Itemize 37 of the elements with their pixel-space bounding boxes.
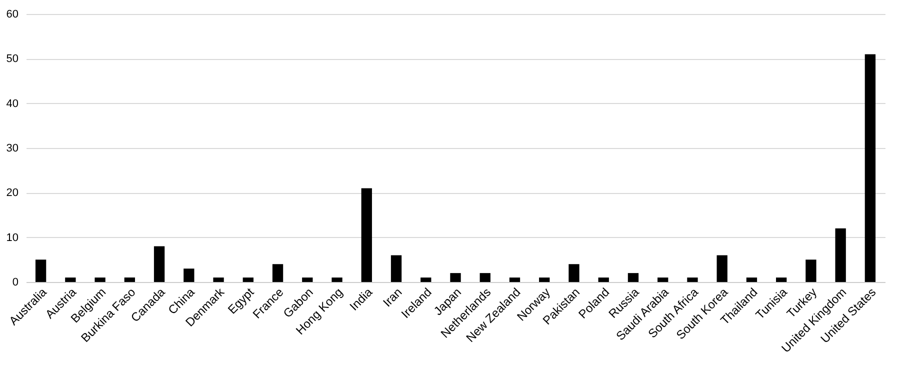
bar bbox=[184, 268, 194, 282]
bar bbox=[568, 264, 580, 282]
bar bbox=[302, 278, 313, 282]
bar bbox=[864, 54, 876, 282]
bar bbox=[806, 260, 816, 282]
bar bbox=[154, 246, 165, 282]
y-tick-label: 10 bbox=[6, 232, 18, 244]
bar bbox=[598, 278, 609, 282]
bar bbox=[746, 278, 758, 282]
bar bbox=[213, 278, 224, 282]
bar bbox=[94, 278, 106, 282]
bar bbox=[716, 255, 728, 282]
bar bbox=[420, 278, 432, 282]
bar bbox=[35, 260, 46, 282]
bar bbox=[124, 278, 136, 282]
bar bbox=[628, 273, 639, 282]
bar bbox=[390, 255, 402, 282]
y-tick-label: 0 bbox=[12, 276, 18, 288]
bar bbox=[509, 278, 520, 282]
bar bbox=[332, 278, 342, 282]
y-tick-label: 60 bbox=[6, 8, 18, 20]
bar bbox=[687, 278, 698, 282]
bar bbox=[480, 273, 490, 282]
bar bbox=[65, 278, 76, 282]
bar bbox=[776, 278, 787, 282]
bar bbox=[539, 278, 550, 282]
x-tick-label: Iran bbox=[380, 285, 405, 310]
y-tick-label: 40 bbox=[6, 98, 18, 110]
y-tick-label: 20 bbox=[6, 187, 18, 200]
bar bbox=[658, 278, 668, 282]
bar bbox=[242, 278, 254, 282]
bar bbox=[835, 228, 846, 282]
y-tick-label: 30 bbox=[6, 142, 18, 154]
y-tick-label: 50 bbox=[6, 53, 18, 66]
bar bbox=[361, 188, 372, 282]
bar bbox=[272, 264, 284, 282]
bar bbox=[450, 273, 461, 282]
